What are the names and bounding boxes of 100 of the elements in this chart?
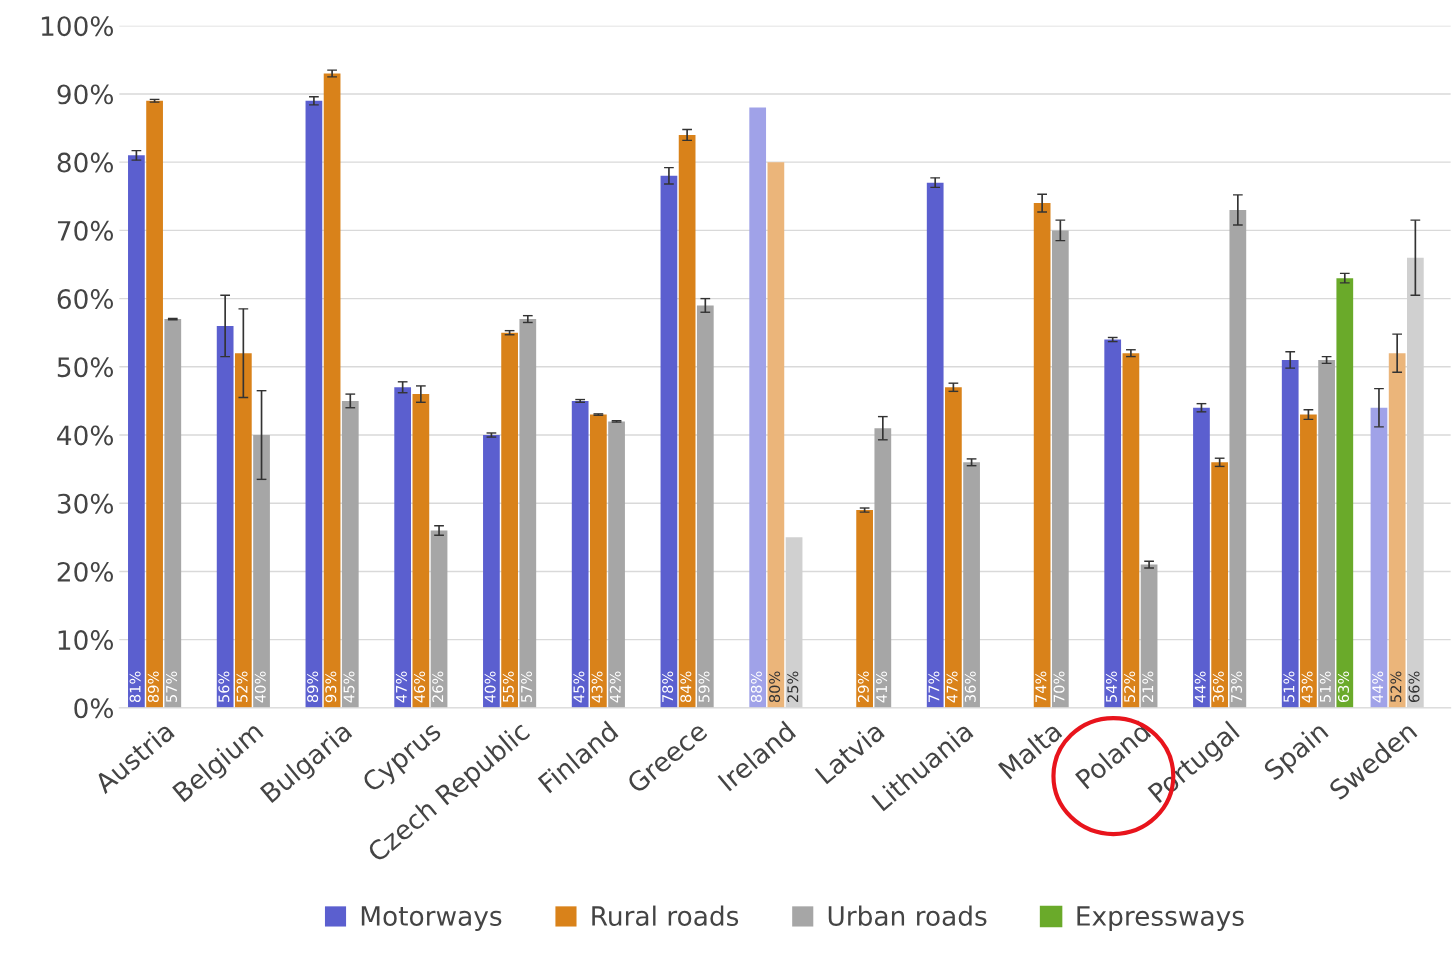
data-label: 26% (432, 671, 444, 703)
y-tick-label: 70% (57, 220, 113, 241)
bar (164, 319, 182, 708)
bar (430, 530, 448, 708)
data-label: 51% (1283, 671, 1295, 702)
bar (1370, 407, 1388, 708)
y-tick-label: 90% (57, 84, 113, 105)
bar (1388, 353, 1406, 708)
data-label: 66% (1408, 671, 1420, 703)
bar (323, 73, 341, 708)
data-label: 74% (1035, 671, 1047, 702)
y-tick-label: 100% (41, 16, 113, 37)
data-label: 59% (698, 671, 710, 702)
data-label: 25% (787, 671, 799, 703)
bar (216, 325, 234, 708)
legend-label: Motorways (361, 906, 502, 932)
bar (234, 353, 252, 708)
data-label: 80% (769, 671, 781, 703)
bar (1193, 407, 1210, 708)
data-label: 73% (1231, 671, 1243, 702)
bar (1104, 339, 1122, 708)
data-label: 57% (521, 671, 533, 702)
data-label: 21% (1142, 671, 1154, 703)
bar (945, 387, 962, 708)
bar (501, 332, 518, 708)
data-label: 41% (876, 671, 888, 703)
data-label: 43% (1301, 671, 1313, 703)
data-label: 77% (928, 671, 940, 702)
data-label: 52% (1390, 671, 1402, 702)
y-tick-label: 40% (57, 425, 113, 446)
bar (1318, 359, 1335, 708)
data-label: 47% (946, 671, 958, 703)
data-label: 63% (1338, 671, 1350, 703)
bar (660, 175, 678, 708)
bar (412, 394, 430, 708)
bar (253, 435, 270, 708)
bar (1140, 564, 1158, 708)
data-label: 45% (573, 671, 585, 703)
y-tick-label: 10% (58, 630, 113, 651)
data-label: 29% (857, 671, 869, 703)
data-label: 56% (218, 671, 230, 702)
data-label: 45% (343, 671, 355, 703)
data-label: 42% (609, 671, 621, 703)
data-label: 89% (307, 671, 319, 703)
bar (963, 462, 980, 708)
data-label: 43% (591, 671, 603, 703)
bar (305, 100, 323, 708)
bar (926, 182, 944, 708)
data-label: 51% (1319, 671, 1331, 702)
bar (128, 155, 145, 708)
bar (874, 428, 892, 708)
bar (749, 107, 767, 708)
data-label: 93% (325, 671, 337, 703)
data-label: 36% (1212, 671, 1224, 702)
bar (1051, 230, 1069, 708)
bar (341, 400, 359, 708)
data-label: 81% (129, 671, 141, 703)
data-label: 36% (964, 671, 976, 702)
bar (590, 414, 607, 708)
bar (483, 435, 500, 708)
bar (146, 100, 163, 708)
y-tick-label: 0% (74, 698, 113, 719)
y-tick-label: 80% (57, 152, 113, 173)
bar (1211, 462, 1229, 708)
data-label: 89% (147, 671, 159, 703)
data-label: 88% (750, 671, 762, 703)
bar (608, 421, 625, 708)
y-tick-label: 60% (57, 289, 113, 309)
data-label: 52% (1124, 671, 1136, 702)
bar (1122, 353, 1140, 708)
data-label: 40% (254, 671, 266, 703)
bar (856, 510, 873, 708)
data-label: 47% (395, 671, 407, 703)
bar (1281, 359, 1299, 708)
data-label: 44% (1372, 671, 1384, 703)
bar (767, 162, 785, 708)
bar (678, 134, 696, 708)
bar (1336, 278, 1354, 708)
data-label: 78% (662, 671, 674, 702)
y-tick-label: 20% (57, 561, 113, 582)
bar (571, 400, 589, 708)
bar (1229, 209, 1247, 708)
bar (1300, 414, 1317, 708)
data-label: 84% (680, 671, 692, 703)
data-label: 57% (165, 671, 178, 702)
y-tick-label: 50% (57, 357, 113, 378)
legend-label: Urban roads (828, 905, 987, 926)
data-label: 52% (236, 671, 248, 702)
bar (394, 387, 412, 708)
bar (1033, 203, 1051, 708)
bar (519, 319, 537, 708)
data-label: 70% (1053, 671, 1065, 702)
data-label: 46% (414, 671, 426, 703)
data-label: 44% (1194, 671, 1206, 703)
data-label: 40% (484, 671, 496, 703)
bar (696, 305, 714, 708)
y-tick-label: 30% (57, 493, 113, 514)
legend-label: Rural roads (592, 905, 739, 926)
data-label: 55% (502, 671, 514, 702)
legend-label: Expressways (1077, 906, 1244, 932)
